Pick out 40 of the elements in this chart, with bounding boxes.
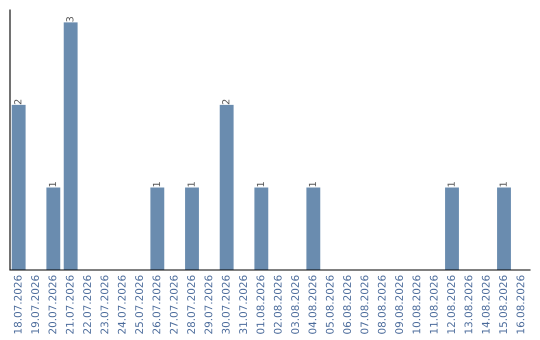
x-tick-label: 27.07.2026 <box>170 276 178 334</box>
x-tick-label: 09.08.2026 <box>395 276 404 334</box>
x-tick-label: 30.07.2026 <box>222 276 230 334</box>
x-tick-label: 26.07.2026 <box>152 276 160 334</box>
data-label: 1 <box>500 182 507 186</box>
data-label: 1 <box>308 182 316 186</box>
x-tick-label: 24.07.2026 <box>118 276 126 334</box>
x-tick-label: 25.07.2026 <box>135 276 144 334</box>
data-label: 2 <box>14 100 22 104</box>
data-label: 1 <box>188 182 195 186</box>
x-tick-label: 29.07.2026 <box>204 276 212 334</box>
x-tick-label: 10.08.2026 <box>412 276 420 334</box>
x-tick-label: 18.07.2026 <box>14 276 22 334</box>
x-tick-label: 16.08.2026 <box>516 276 524 334</box>
x-tick-label: 01.08.2026 <box>256 276 264 334</box>
x-tick-label: 12.08.2026 <box>447 276 456 334</box>
data-label: 1 <box>448 182 455 186</box>
data-label: 1 <box>152 182 160 186</box>
data-label: 1 <box>48 182 56 186</box>
x-tick-label: 04.08.2026 <box>308 276 316 334</box>
x-tick-label: 02.08.2026 <box>274 276 282 334</box>
x-tick-label: 06.08.2026 <box>343 276 352 334</box>
x-tick-label: 11.08.2026 <box>430 276 438 334</box>
x-tick-label: 07.08.2026 <box>360 276 368 334</box>
data-label: 2 <box>222 100 230 104</box>
x-tick-label: 15.08.2026 <box>499 276 508 334</box>
x-tick-label: 21.07.2026 <box>66 276 74 334</box>
data-label: 3 <box>66 16 74 22</box>
x-tick-label: 20.07.2026 <box>48 276 56 334</box>
x-tick-label: 23.07.2026 <box>100 276 108 334</box>
data-label: 1 <box>256 182 264 186</box>
x-tick-label: 28.07.2026 <box>187 276 196 334</box>
x-tick-label: 13.08.2026 <box>464 276 472 334</box>
x-tick-label: 05.08.2026 <box>326 276 334 334</box>
x-tick-label: 08.08.2026 <box>378 276 386 334</box>
x-tick-label: 31.07.2026 <box>239 276 248 334</box>
x-tick-label: 22.07.2026 <box>83 276 92 334</box>
x-tick-label: 14.08.2026 <box>482 276 490 334</box>
x-tick-label: 03.08.2026 <box>291 276 300 334</box>
x-tick-label: 19.07.2026 <box>31 276 40 334</box>
